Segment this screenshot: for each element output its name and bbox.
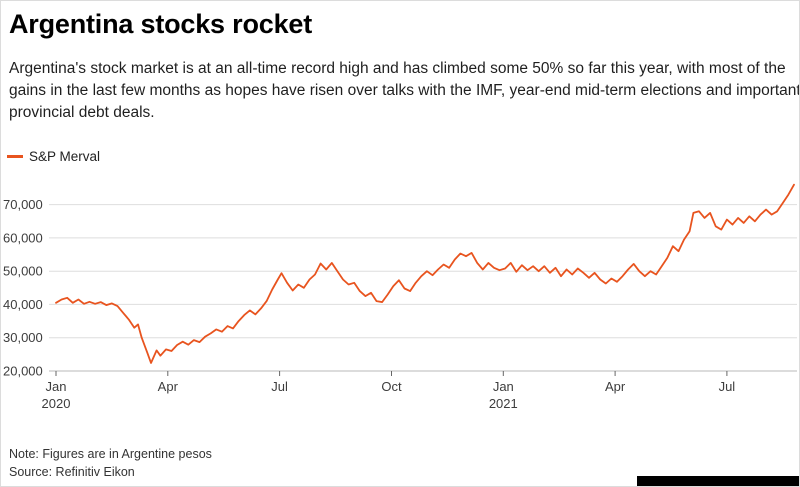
x-tick-year-label: 2021	[489, 396, 518, 411]
x-tick-year-label: 2020	[42, 396, 71, 411]
x-tick-label: Jul	[271, 379, 288, 394]
x-tick-label: Oct	[381, 379, 402, 394]
y-tick-label: 20,000	[3, 364, 43, 379]
x-tick-label: Apr	[158, 379, 179, 394]
bottom-right-black-bar	[637, 476, 799, 486]
footnote: Note: Figures are in Argentine pesos	[9, 447, 212, 461]
gridlines	[49, 204, 797, 372]
source-credit: Source: Refinitiv Eikon	[9, 465, 135, 479]
legend-line-swatch-icon	[7, 155, 23, 158]
chart-title: Argentina stocks rocket	[9, 9, 312, 39]
x-tick-label: Apr	[605, 379, 626, 394]
y-tick-label: 70,000	[3, 197, 43, 212]
y-tick-label: 50,000	[3, 264, 43, 279]
x-axis: Jan 2020 Apr Jul Oct Jan 2021 Apr Jul	[42, 371, 736, 411]
y-tick-label: 40,000	[3, 297, 43, 312]
merval-line-chart: 20,00030,00040,00050,00060,00070,000Jan2…	[3, 183, 797, 411]
x-tick-label: Jan	[46, 379, 67, 394]
legend-label: S&P Merval	[29, 149, 101, 164]
x-tick-label: Jan	[493, 379, 514, 394]
chart-canvas: 20,000 30,000 40,000 50,000 60,000 70,000 Jan 2…	[1, 167, 799, 413]
y-axis-labels: 20,000 30,000 40,000 50,000 60,000 70,000	[3, 197, 43, 378]
legend: S&P Merval	[7, 149, 100, 164]
y-tick-label: 60,000	[3, 230, 43, 245]
x-tick-label: Jul	[719, 379, 736, 394]
chart-description: Argentina's stock market is at an all-ti…	[9, 60, 800, 121]
sp-merval-line-series	[55, 183, 795, 364]
y-tick-label: 30,000	[3, 330, 43, 345]
